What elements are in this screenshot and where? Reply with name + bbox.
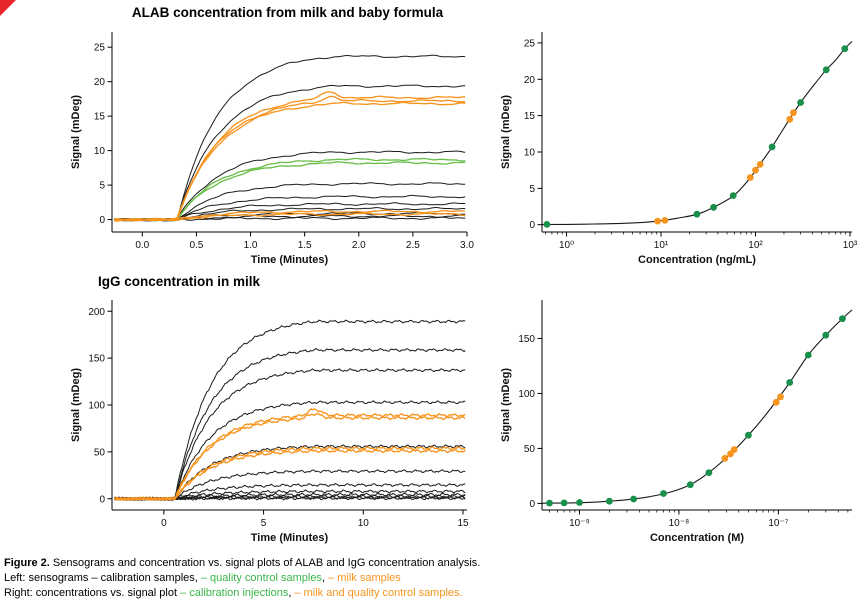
svg-text:100: 100 <box>88 401 105 412</box>
caption-segment: – milk samples <box>328 572 401 584</box>
caption-segment: – milk and quality control samples. <box>294 587 463 599</box>
svg-text:0.5: 0.5 <box>189 240 203 251</box>
svg-text:10¹: 10¹ <box>654 240 669 251</box>
svg-text:Concentration (ng/mL): Concentration (ng/mL) <box>638 254 756 266</box>
caption-line-1: Figure 2. Sensograms and concentration v… <box>4 556 480 571</box>
svg-text:150: 150 <box>88 354 105 365</box>
svg-text:10³: 10³ <box>843 240 858 251</box>
svg-text:Signal (mDeg): Signal (mDeg) <box>500 368 512 442</box>
caption-text: Sensograms and concentration vs. signal … <box>52 557 481 569</box>
svg-text:0: 0 <box>529 220 535 231</box>
chart-title-igg: IgG concentration in milk <box>98 274 261 289</box>
caption-segment: , <box>288 587 295 599</box>
svg-text:100: 100 <box>518 389 535 400</box>
svg-text:3.0: 3.0 <box>460 240 474 251</box>
svg-text:20: 20 <box>524 75 536 86</box>
svg-text:50: 50 <box>94 447 106 458</box>
svg-text:5: 5 <box>261 518 267 529</box>
svg-text:0: 0 <box>529 499 535 510</box>
svg-text:10: 10 <box>358 518 370 529</box>
figure-label: Figure 2. <box>4 557 50 569</box>
igg-calibration-chart: 10⁻⁹ 10⁻⁸ 10⁻⁷ 0 50 100 150 Concentration (M) Si… <box>492 292 862 550</box>
caption-line-3: Right: concentrations vs. signal plot – … <box>4 586 480 601</box>
svg-text:10: 10 <box>524 148 536 159</box>
svg-text:10⁻⁹: 10⁻⁹ <box>569 518 590 529</box>
svg-text:5: 5 <box>99 181 105 192</box>
svg-text:15: 15 <box>94 112 106 123</box>
svg-text:Time (Minutes): Time (Minutes) <box>251 254 329 266</box>
svg-text:Time (Minutes): Time (Minutes) <box>251 532 329 544</box>
svg-text:10⁻⁸: 10⁻⁸ <box>669 518 690 529</box>
caption-segment: Right: concentrations vs. signal plot <box>4 587 181 599</box>
svg-text:2.5: 2.5 <box>406 240 420 251</box>
figure-caption: Figure 2. Sensograms and concentration v… <box>4 556 480 601</box>
svg-text:150: 150 <box>518 334 535 345</box>
svg-text:Signal (mDeg): Signal (mDeg) <box>70 368 82 442</box>
svg-text:Signal (mDeg): Signal (mDeg) <box>500 95 512 169</box>
svg-text:25: 25 <box>94 43 106 54</box>
svg-text:10⁻⁷: 10⁻⁷ <box>768 518 788 529</box>
svg-text:2.0: 2.0 <box>352 240 366 251</box>
svg-text:10²: 10² <box>748 240 763 251</box>
svg-text:0: 0 <box>99 215 105 226</box>
alab-calibration-chart: 10⁰ 10¹ 10² 10³ 0 5 10 15 20 25 Concentration (ng/… <box>492 24 862 272</box>
svg-text:200: 200 <box>88 307 105 318</box>
svg-text:Concentration (M): Concentration (M) <box>650 532 744 544</box>
caption-segment: – calibration injections <box>180 587 289 599</box>
caption-segment: , <box>321 572 329 584</box>
caption-segment: Left: sensograms – calibration samples, <box>4 572 201 584</box>
svg-text:15: 15 <box>457 518 469 529</box>
igg-sensorgram-chart: 0 5 10 15 0 50 100 150 200 Time (Minutes) Signal (… <box>62 292 477 550</box>
alab-sensorgram-chart: 0.0 0.5 1.0 1.5 2.0 2.5 3.0 0 5 10 15 20 25 Time (Min… <box>62 24 477 272</box>
svg-text:0: 0 <box>99 494 105 505</box>
svg-text:Signal (mDeg): Signal (mDeg) <box>70 95 82 169</box>
chart-title-alab: ALAB concentration from milk and baby fo… <box>131 5 444 20</box>
svg-text:0: 0 <box>161 518 167 529</box>
svg-text:1.0: 1.0 <box>244 240 258 251</box>
caption-line-2: Left: sensograms – calibration samples, … <box>4 571 480 586</box>
svg-text:50: 50 <box>524 444 536 455</box>
svg-text:10: 10 <box>94 146 106 157</box>
svg-text:20: 20 <box>94 77 106 88</box>
svg-text:0.0: 0.0 <box>135 240 149 251</box>
page-corner-mark <box>0 0 16 16</box>
caption-segment: – quality control samples <box>200 572 322 584</box>
svg-text:5: 5 <box>529 184 535 195</box>
svg-text:25: 25 <box>524 38 536 49</box>
svg-text:10⁰: 10⁰ <box>559 240 574 251</box>
svg-text:15: 15 <box>524 111 536 122</box>
svg-text:1.5: 1.5 <box>298 240 312 251</box>
